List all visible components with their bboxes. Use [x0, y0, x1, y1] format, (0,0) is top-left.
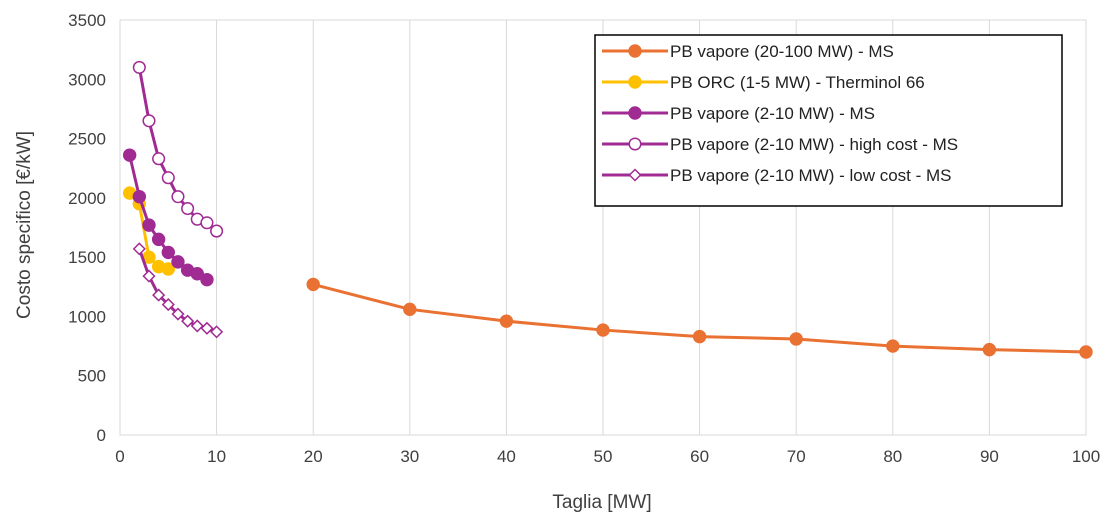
- legend-marker: [628, 106, 642, 120]
- data-point: [142, 114, 156, 128]
- data-point: [1079, 345, 1093, 359]
- x-tick-labels: 0 10 20 30 40 50 60 70 80 90 100: [115, 447, 1100, 466]
- x-tick-label: 50: [594, 447, 613, 466]
- y-tick-label: 3000: [68, 70, 106, 89]
- data-point: [789, 332, 803, 346]
- data-point: [200, 216, 214, 230]
- legend: PB vapore (20-100 MW) - MS PB ORC (1-5 MW…: [594, 34, 1063, 207]
- legend-entry: PB vapore (2-10 MW) - low cost - MS: [602, 166, 952, 185]
- data-point: [171, 307, 185, 321]
- x-tick-label: 10: [207, 447, 226, 466]
- data-point: [171, 255, 185, 269]
- data-point: [161, 245, 176, 260]
- legend-marker: [628, 75, 642, 89]
- data-point: [210, 224, 224, 238]
- data-point: [142, 269, 156, 283]
- legend-label: PB ORC (1-5 MW) - Therminol 66: [670, 73, 925, 92]
- legend-marker: [628, 168, 642, 182]
- y-tick-label: 2000: [68, 189, 106, 208]
- x-tick-label: 90: [980, 447, 999, 466]
- legend-label: PB vapore (2-10 MW) - MS: [670, 104, 875, 123]
- data-point: [692, 329, 707, 344]
- data-point: [132, 189, 147, 204]
- data-point: [596, 323, 610, 337]
- x-tick-label: 60: [690, 447, 709, 466]
- legend-label: PB vapore (2-10 MW) - high cost - MS: [670, 135, 958, 154]
- data-point: [132, 242, 146, 256]
- x-tick-label: 70: [787, 447, 806, 466]
- data-point: [200, 321, 214, 335]
- x-tick-label: 100: [1072, 447, 1100, 466]
- data-point: [171, 190, 185, 204]
- plot-border: [119, 19, 1087, 436]
- x-tick-label: 20: [304, 447, 323, 466]
- y-tick-label: 500: [78, 367, 106, 386]
- legend-entry: PB vapore (20-100 MW) - MS: [602, 42, 894, 61]
- data-point: [161, 298, 175, 312]
- series-3: [122, 148, 214, 287]
- x-tick-label: 0: [115, 447, 124, 466]
- series-5: [132, 242, 224, 339]
- plot-area-border: [119, 19, 1087, 436]
- y-tick-labels: 0 500 1000 1500 2000 2500 3000 3500: [68, 11, 106, 445]
- data-point: [181, 314, 195, 328]
- data-point: [151, 232, 166, 247]
- x-tick-label: 40: [497, 447, 516, 466]
- data-point: [152, 288, 166, 302]
- legend-entry: PB vapore (2-10 MW) - MS: [602, 104, 875, 123]
- data-point: [190, 319, 204, 333]
- series-1: [306, 277, 1093, 359]
- x-tick-label: 80: [883, 447, 902, 466]
- y-axis-title: Costo specifico [€/kW]: [14, 131, 35, 319]
- data-point: [161, 262, 176, 276]
- data-point: [200, 272, 214, 287]
- data-point: [152, 152, 166, 166]
- data-point: [886, 339, 900, 353]
- data-point: [403, 302, 417, 317]
- legend-box: [594, 34, 1063, 207]
- data-point: [132, 60, 146, 74]
- data-point: [306, 277, 320, 292]
- series-group: [122, 60, 1093, 359]
- series-line: [137, 67, 218, 233]
- legend-entry: PB vapore (2-10 MW) - high cost - MS: [602, 135, 958, 154]
- legend-label: PB vapore (20-100 MW) - MS: [670, 42, 894, 61]
- x-axis-title: Taglia [MW]: [552, 492, 651, 513]
- y-tick-label: 1000: [68, 307, 106, 326]
- series-4: [132, 60, 224, 238]
- data-point: [142, 218, 156, 232]
- data-point: [210, 325, 224, 339]
- legend-marker: [628, 44, 642, 58]
- data-point: [122, 148, 137, 162]
- legend-marker: [628, 137, 642, 151]
- data-point: [982, 342, 997, 357]
- legend-entry: PB ORC (1-5 MW) - Therminol 66: [602, 73, 925, 92]
- y-tick-label: 2500: [68, 130, 106, 149]
- data-point: [161, 171, 175, 185]
- legend-label: PB vapore (2-10 MW) - low cost - MS: [670, 166, 952, 185]
- data-point: [190, 267, 204, 281]
- y-tick-label: 3500: [68, 11, 106, 30]
- y-tick-label: 0: [97, 426, 106, 445]
- x-tick-label: 30: [400, 447, 419, 466]
- data-point: [181, 201, 195, 216]
- data-point: [499, 314, 514, 328]
- y-tick-label: 1500: [68, 248, 106, 267]
